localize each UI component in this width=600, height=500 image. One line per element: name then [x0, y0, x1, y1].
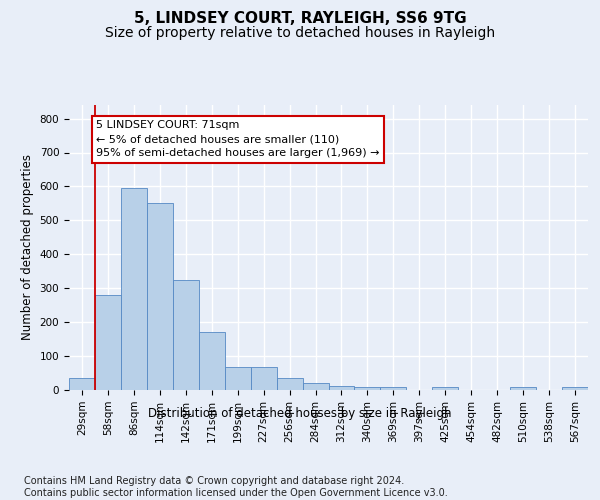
Bar — [380, 388, 406, 390]
Text: 5 LINDSEY COURT: 71sqm
← 5% of detached houses are smaller (110)
95% of semi-det: 5 LINDSEY COURT: 71sqm ← 5% of detached … — [96, 120, 380, 158]
Bar — [562, 388, 588, 390]
Bar — [277, 378, 302, 390]
Bar — [329, 386, 355, 390]
Bar — [173, 280, 199, 390]
Bar — [225, 367, 251, 390]
Bar — [69, 378, 95, 390]
Bar — [199, 332, 224, 390]
Text: Size of property relative to detached houses in Rayleigh: Size of property relative to detached ho… — [105, 26, 495, 40]
Text: Distribution of detached houses by size in Rayleigh: Distribution of detached houses by size … — [148, 408, 452, 420]
Bar — [147, 204, 173, 390]
Y-axis label: Number of detached properties: Number of detached properties — [21, 154, 34, 340]
Bar — [302, 383, 329, 390]
Text: 5, LINDSEY COURT, RAYLEIGH, SS6 9TG: 5, LINDSEY COURT, RAYLEIGH, SS6 9TG — [134, 11, 466, 26]
Bar — [433, 388, 458, 390]
Bar — [251, 367, 277, 390]
Text: Contains HM Land Registry data © Crown copyright and database right 2024.
Contai: Contains HM Land Registry data © Crown c… — [24, 476, 448, 498]
Bar — [355, 388, 380, 390]
Bar — [121, 188, 147, 390]
Bar — [510, 388, 536, 390]
Bar — [95, 295, 121, 390]
